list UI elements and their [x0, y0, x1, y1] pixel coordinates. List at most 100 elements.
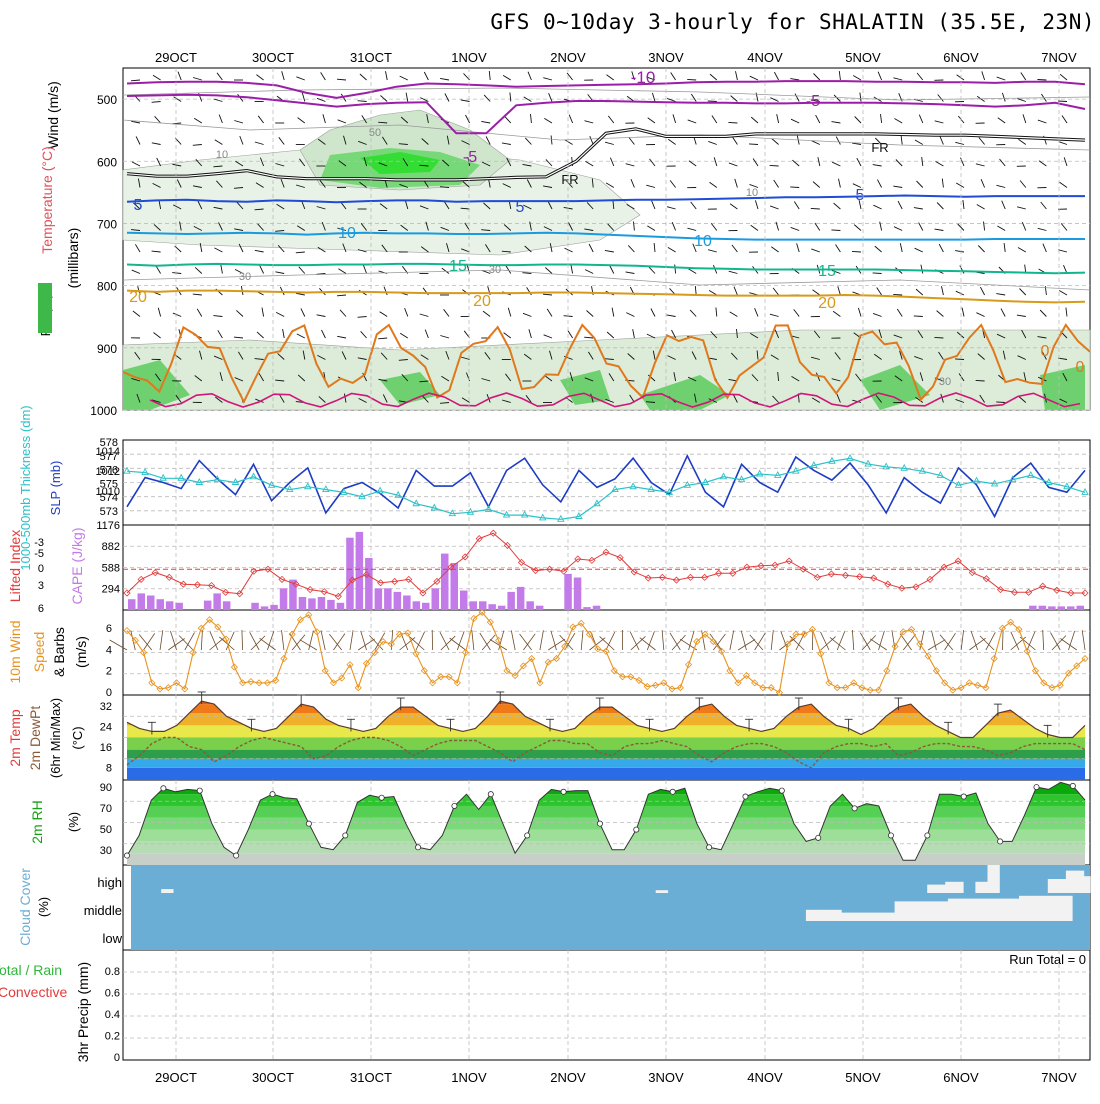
slp-tick-label: 1012 [96, 466, 120, 478]
wind-barb [654, 243, 655, 252]
wind-barb [626, 164, 635, 166]
date-label-top: 2NOV [550, 50, 586, 65]
wind-barb [337, 295, 346, 296]
date-label-top: 3NOV [648, 50, 684, 65]
wind-barb [962, 308, 964, 317]
wind-barb [956, 183, 964, 188]
isotherm-label: 30 [939, 376, 951, 388]
cloud-high-bar [656, 890, 662, 893]
wind-barb [298, 118, 305, 123]
wind-barb [853, 76, 861, 81]
isotherm-label: 30 [239, 271, 251, 283]
cape-bar [403, 596, 411, 611]
rh-marker [1034, 784, 1039, 789]
wind-barb [540, 630, 543, 650]
wind-barb [896, 160, 902, 167]
rh-marker [852, 806, 857, 811]
wind-barb [1021, 73, 1026, 81]
wind-barb [755, 633, 766, 650]
wind-barb [731, 96, 738, 102]
wind-barb [300, 640, 317, 650]
wind-barb [730, 204, 737, 209]
wind-barb [969, 638, 985, 650]
wind-barb [716, 308, 717, 317]
thickness-marker [630, 483, 636, 489]
wind-barb [797, 243, 800, 252]
wind-barb [340, 310, 346, 317]
rh-tick-label: 70 [100, 803, 112, 815]
wind-barb [976, 164, 985, 166]
wind-barb [986, 632, 995, 650]
wind-barb [280, 287, 284, 295]
isotherm-label: -10 [631, 68, 656, 87]
wind-barb [1018, 248, 1026, 253]
wind-barb [755, 200, 758, 209]
wind-barb [839, 71, 840, 80]
rh-marker [706, 845, 711, 850]
wind-barb [568, 330, 573, 338]
axis-label-lifted-index: Lifted Index [7, 530, 23, 602]
wind-barb [589, 244, 593, 252]
wind-barb [689, 269, 697, 274]
wind-barb [510, 93, 511, 102]
cloud-middle-bar [895, 901, 913, 921]
cape-bar [488, 604, 496, 610]
isotherm-label: 30 [489, 264, 501, 276]
wind-barb [914, 316, 923, 317]
isotherm-line [127, 81, 1085, 98]
slp-tick-label: 1010 [96, 486, 120, 498]
axis-label-2m-rh: 2m RH [29, 800, 45, 844]
wind-barb [791, 227, 800, 230]
wind-barb [813, 182, 820, 188]
li-tick-label: 3 [38, 580, 44, 592]
cloud-middle-bar [841, 913, 859, 921]
isotherm-label: 20 [129, 289, 147, 306]
wind-barb [1020, 181, 1026, 188]
thickness-marker [522, 512, 528, 517]
date-label-bottom: 4NOV [747, 1070, 783, 1085]
wind-barb [1001, 309, 1005, 317]
isotherm-label: 15 [449, 258, 467, 275]
wind-barb [774, 180, 779, 188]
wind-barb [400, 333, 408, 338]
rh-marker [779, 788, 784, 793]
axis-label-slp: SLP (mb) [48, 461, 63, 516]
wind-barb [381, 96, 388, 102]
wind-barb [256, 75, 263, 80]
wind-barb [481, 121, 490, 123]
wind-barb [961, 630, 963, 650]
rh-tick-label: 90 [100, 782, 112, 794]
wind-barb [708, 101, 717, 102]
wind-barb [1043, 244, 1047, 252]
axis-label-cloud-unit: (%) [36, 897, 51, 917]
wind-barb [997, 185, 1006, 187]
wind-barb [690, 310, 696, 317]
cape-bar [318, 597, 326, 610]
wind-barb [361, 331, 367, 338]
wind-barb [629, 137, 635, 144]
cape-bar [441, 554, 449, 610]
wind-barb [160, 630, 163, 650]
wind-barb [234, 337, 243, 338]
wind-barb [860, 93, 861, 102]
temp-tick-label: 32 [100, 701, 112, 713]
rh-marker [961, 794, 966, 799]
cape-bar [574, 578, 582, 611]
wind-barb [649, 267, 655, 274]
cape-bar [138, 593, 146, 610]
wind-barb [750, 76, 758, 80]
wind-barb [420, 314, 429, 317]
wind-barb [581, 630, 583, 650]
wind-barb [976, 313, 984, 317]
cape-bar [251, 603, 258, 610]
wind-barb [1059, 291, 1067, 296]
wind-barb [296, 77, 304, 80]
wind-barb [132, 270, 140, 273]
cape-bar [365, 558, 373, 610]
wind-barb [652, 201, 655, 209]
cape-bar [270, 605, 278, 610]
cape-bar [128, 599, 136, 610]
cape-bar [583, 607, 591, 610]
wind-barb [996, 402, 1005, 403]
wind-barb [1000, 159, 1006, 166]
